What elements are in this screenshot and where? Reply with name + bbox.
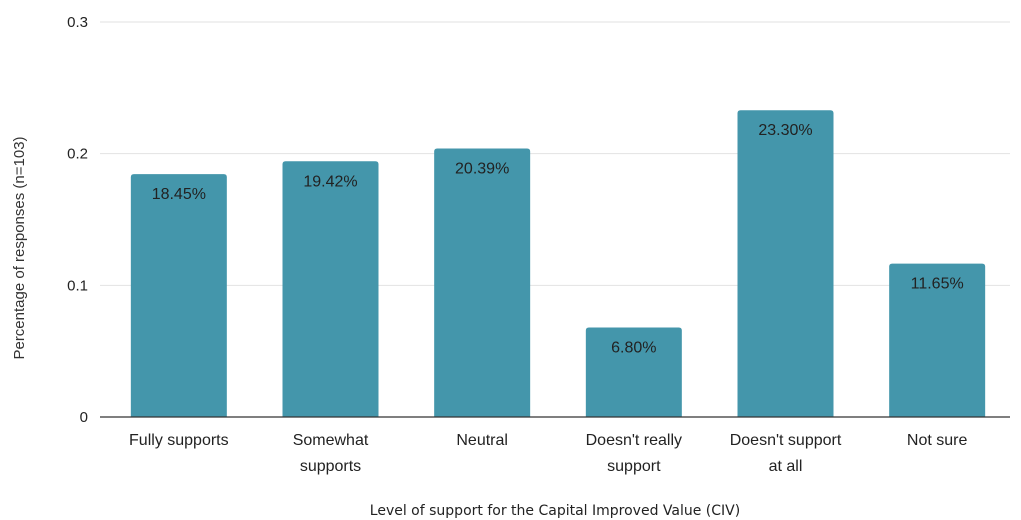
y-tick-label: 0.1: [67, 277, 88, 294]
y-axis-title: Percentage of responses (n=103): [11, 136, 28, 359]
category-labels: Fully supports Somewhat supports Neutral Doe…: [129, 432, 967, 475]
bar: [585, 327, 682, 417]
data-label: 20.39%: [455, 161, 509, 178]
data-label: 6.80%: [611, 339, 656, 356]
bars: [130, 110, 986, 417]
category-label: Not sure: [907, 432, 968, 449]
category-label: supports: [300, 458, 361, 475]
y-tick-label: 0.2: [67, 146, 88, 163]
bar: [282, 161, 379, 417]
data-label: 18.45%: [152, 186, 206, 203]
category-label: at all: [769, 458, 803, 475]
x-axis-title: Level of support for the Capital Improve…: [370, 503, 740, 519]
data-label: 11.65%: [911, 276, 964, 293]
data-labels: 18.45% 19.42% 20.39% 6.80% 23.30% 11.65%: [152, 122, 964, 356]
category-label: support: [607, 458, 661, 475]
y-tick-label: 0: [80, 409, 88, 426]
bar: [130, 174, 227, 417]
category-label: Fully supports: [129, 432, 229, 449]
y-tick-label: 0.3: [67, 14, 88, 31]
data-label: 19.42%: [303, 173, 357, 190]
category-label: Doesn't support: [730, 432, 842, 449]
category-label: Neutral: [456, 432, 508, 449]
grid-lines: [100, 21, 1010, 286]
category-label: Doesn't really: [586, 432, 682, 449]
bar: [737, 110, 834, 417]
data-label: 23.30%: [758, 122, 812, 139]
bar: [434, 148, 531, 417]
bar: [889, 263, 986, 417]
y-tick-labels: 0 0.1 0.2 0.3: [67, 14, 88, 426]
category-label: Somewhat: [293, 432, 369, 449]
